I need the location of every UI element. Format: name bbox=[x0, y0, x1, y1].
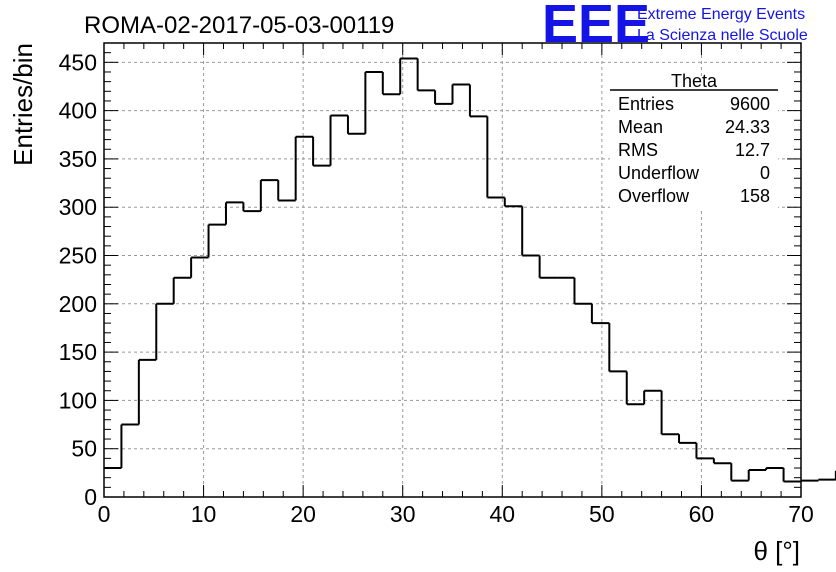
stats-rows: Entries 9600 Mean 24.33 RMS 12.7 Underflow 0 Ove… bbox=[618, 94, 770, 206]
y-tick-label: 200 bbox=[59, 291, 97, 317]
x-tick-label: 50 bbox=[589, 501, 615, 527]
x-tick-label: 30 bbox=[390, 501, 416, 527]
axis-ticks bbox=[103, 42, 802, 498]
x-tick-label: 10 bbox=[191, 501, 217, 527]
y-tick-label: 150 bbox=[59, 339, 97, 365]
tick-labels: 0 10 20 30 40 50 60 70 0 50 100 150 200 250 300 350 400 4… bbox=[59, 49, 814, 527]
stats-row-value: 0 bbox=[760, 163, 770, 183]
y-tick-label: 50 bbox=[71, 436, 97, 462]
stats-box: Theta Entries 9600 Mean 24.33 RMS 12.7 Underfl… bbox=[610, 71, 778, 208]
y-axis-label: Entries/bin bbox=[8, 43, 38, 166]
histogram-series bbox=[104, 57, 836, 483]
x-axis-label: θ [°] bbox=[753, 536, 800, 566]
y-tick-label: 100 bbox=[59, 387, 97, 413]
x-tick-label: 40 bbox=[489, 501, 515, 527]
chart-title: ROMA-02-2017-05-03-00119 bbox=[84, 12, 394, 39]
stats-row-label: Entries bbox=[618, 94, 674, 114]
stats-row-value: 9600 bbox=[730, 94, 770, 114]
logo-mark: EEE bbox=[542, 0, 650, 54]
plot-frame bbox=[103, 42, 802, 498]
grid bbox=[104, 43, 801, 497]
stats-row-value: 12.7 bbox=[735, 140, 770, 160]
stats-title: Theta bbox=[671, 71, 718, 91]
x-tick-label: 20 bbox=[290, 501, 316, 527]
x-tick-label: 60 bbox=[689, 501, 715, 527]
stats-background bbox=[610, 76, 778, 208]
y-tick-label: 450 bbox=[59, 49, 97, 75]
logo-line-1: Extreme Energy Events bbox=[637, 6, 805, 23]
y-tick-label: 0 bbox=[84, 484, 97, 510]
y-tick-label: 300 bbox=[59, 194, 97, 220]
stats-row-value: 158 bbox=[740, 186, 770, 206]
stats-row-label: Overflow bbox=[618, 186, 690, 206]
logo-line-2: La Scienza nelle Scuole bbox=[637, 27, 808, 44]
y-tick-label: 250 bbox=[59, 243, 97, 269]
eee-logo: EEE Extreme Energy Events La Scienza nel… bbox=[542, 0, 808, 54]
stats-row-label: Mean bbox=[618, 117, 663, 137]
stats-row-label: RMS bbox=[618, 140, 658, 160]
x-tick-label: 0 bbox=[98, 501, 111, 527]
stats-row-value: 24.33 bbox=[725, 117, 770, 137]
x-tick-label: 70 bbox=[788, 501, 814, 527]
stats-row-label: Underflow bbox=[618, 163, 700, 183]
y-tick-label: 400 bbox=[59, 98, 97, 124]
y-tick-label: 350 bbox=[59, 146, 97, 172]
